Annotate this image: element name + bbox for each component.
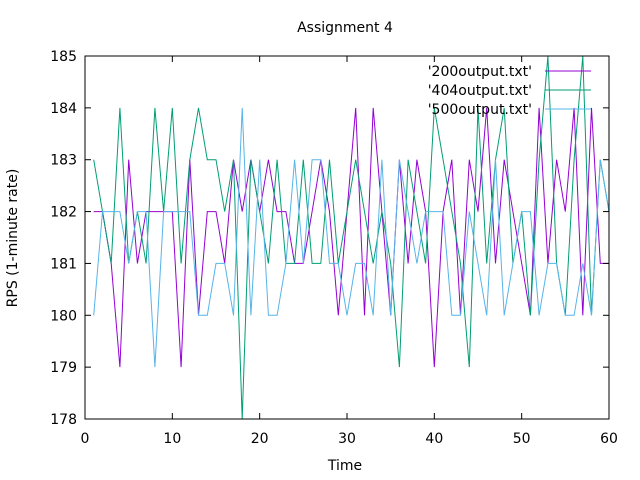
y-tick-label: 184 bbox=[50, 101, 77, 117]
x-tick-label: 0 bbox=[81, 431, 90, 447]
x-axis-label: Time bbox=[327, 458, 362, 474]
series-line-2 bbox=[93, 55, 610, 420]
y-tick-label: 183 bbox=[50, 153, 77, 169]
y-tick-label: 182 bbox=[50, 205, 77, 221]
x-tick-label: 10 bbox=[163, 431, 181, 447]
y-tick-label: 178 bbox=[50, 412, 77, 428]
x-tick-label: 60 bbox=[600, 431, 618, 447]
x-tick-label: 40 bbox=[425, 431, 443, 447]
axes: 0 10 20 30 40 50 60 178 179 180 181 182 183 184 185 bbox=[50, 49, 618, 447]
x-tick-label: 20 bbox=[251, 431, 269, 447]
x-tick-label: 30 bbox=[338, 431, 356, 447]
y-tick-label: 179 bbox=[50, 360, 77, 376]
series-line-1 bbox=[93, 107, 609, 368]
y-tick-label: 185 bbox=[50, 49, 77, 65]
series-line-3 bbox=[93, 107, 610, 368]
legend-label-2: '404output.txt' bbox=[428, 83, 532, 99]
legend-label-1: '200output.txt' bbox=[428, 64, 532, 80]
y-axis-label: RPS (1-minute rate) bbox=[5, 169, 21, 308]
y-tick-label: 180 bbox=[50, 308, 77, 324]
plot-lines bbox=[93, 55, 610, 420]
y-tick-label: 181 bbox=[50, 256, 77, 272]
chart-title: Assignment 4 bbox=[297, 20, 393, 36]
legend-label-3: '500output.txt' bbox=[428, 102, 532, 118]
legend: '200output.txt' '404output.txt' '500output… bbox=[428, 64, 591, 118]
x-tick-label: 50 bbox=[513, 431, 531, 447]
